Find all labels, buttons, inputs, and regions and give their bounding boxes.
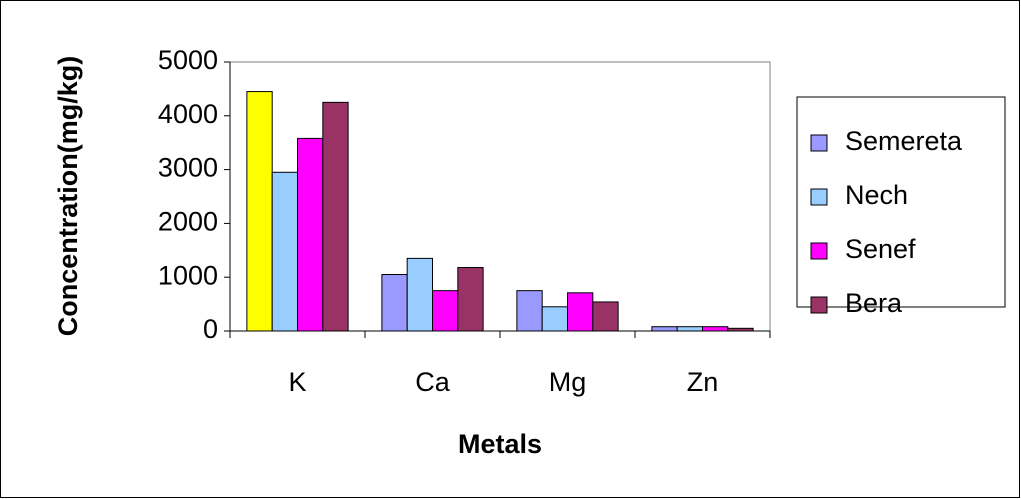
bar [592,301,619,332]
bar [246,91,273,332]
legend-box [796,96,1006,308]
x-tick-label: K [288,367,306,397]
legend-label: Semereta [845,126,963,156]
bar [457,267,484,332]
legend-swatch [810,134,828,152]
legend-swatch [810,242,828,260]
y-tick-label: 5000 [158,45,218,75]
bar [381,274,408,332]
x-axis-label: Metals [458,429,542,459]
x-tick-label: Ca [415,367,450,397]
bar [702,326,729,332]
bar [516,290,543,332]
bar [651,326,678,332]
bar [727,327,754,332]
x-tick-label: Zn [687,367,719,397]
y-tick-label: 2000 [158,207,218,237]
bar [567,292,594,332]
bar [322,101,349,332]
bar [432,290,459,332]
legend-label: Nech [845,180,908,210]
y-tick-label: 0 [203,314,218,344]
legend-swatch [810,188,828,206]
y-axis-label: Concentration(mg/kg) [53,56,83,337]
legend-label: Bera [845,288,903,318]
legend-label: Senef [845,234,916,264]
y-tick-label: 4000 [158,99,218,129]
bar [676,326,703,332]
bar [406,257,433,332]
legend-swatch [810,296,828,314]
x-tick-label: Mg [549,367,587,397]
y-tick-label: 3000 [158,153,218,183]
bar [541,306,568,332]
bar [297,137,324,332]
y-tick-label: 1000 [158,260,218,290]
bar [271,171,298,332]
